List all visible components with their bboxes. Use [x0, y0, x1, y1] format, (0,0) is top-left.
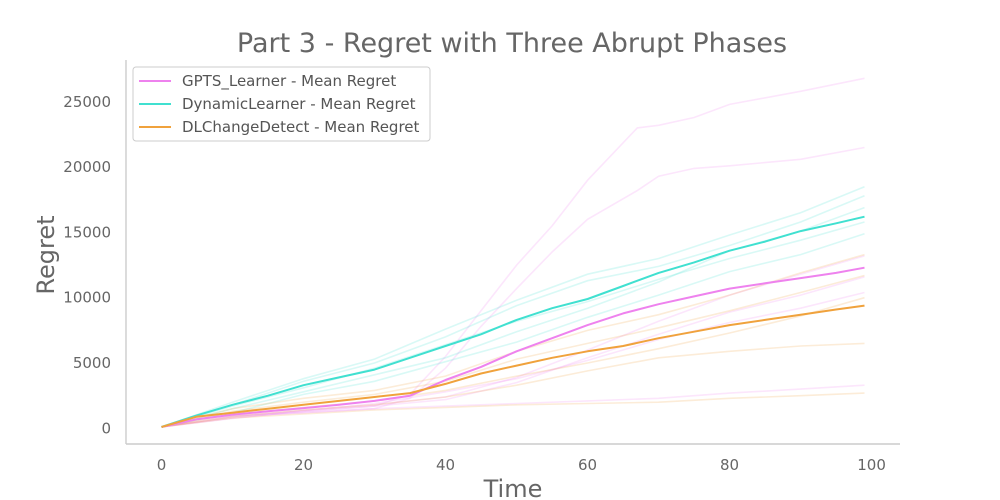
- x-tick-label: 100: [857, 456, 886, 474]
- run-lines-layer: [161, 77, 865, 428]
- x-tick-label: 60: [578, 456, 597, 474]
- series-1-mean-line: [161, 215, 865, 428]
- series-2-run-1-line: [161, 274, 865, 428]
- series-1-run-3-line: [161, 221, 865, 428]
- series-0-run-5-line: [161, 291, 865, 428]
- series-0-run-4-line: [161, 384, 865, 428]
- series-0-run-3-line: [161, 276, 865, 428]
- series-0-run-1-line: [161, 146, 865, 428]
- y-tick-label: 20000: [63, 158, 111, 176]
- legend-label: GPTS_Learner - Mean Regret: [182, 72, 396, 91]
- series-1-run-4-line: [161, 232, 865, 428]
- y-tick-label: 10000: [63, 289, 111, 307]
- y-axis-label: Regret: [32, 215, 60, 294]
- chart-title: Part 3 - Regret with Three Abrupt Phases: [237, 28, 787, 59]
- x-tick-label: 40: [436, 456, 455, 474]
- series-1-run-0-line: [161, 185, 865, 428]
- series-0-mean-line: [161, 266, 865, 428]
- series-0-run-0-line: [161, 77, 865, 428]
- x-axis-label: Time: [483, 475, 543, 500]
- series-2-run-4-line: [161, 392, 865, 428]
- y-tick-label: 25000: [63, 93, 111, 111]
- y-tick-label: 15000: [63, 223, 111, 241]
- y-tick-label: 5000: [73, 354, 111, 372]
- y-ticks: 0 5000 10000 15000 20000 25000: [63, 93, 111, 438]
- legend-label: DynamicLearner - Mean Regret: [182, 95, 416, 113]
- x-tick-label: 0: [157, 456, 167, 474]
- series-0-run-2-line: [161, 255, 865, 428]
- x-ticks: 0 20 40 60 80 100: [157, 456, 886, 474]
- x-tick-label: 80: [720, 456, 739, 474]
- legend-label: DLChangeDetect - Mean Regret: [182, 118, 420, 136]
- y-tick-label: 0: [101, 419, 111, 437]
- legend-box: [132, 66, 431, 142]
- legend: GPTS_Learner - Mean Regret DynamicLearner…: [132, 66, 431, 142]
- mean-lines-layer: [161, 215, 865, 428]
- series-2-run-3-line: [161, 342, 865, 428]
- x-tick-label: 20: [294, 456, 313, 474]
- series-2-mean-line: [161, 304, 865, 428]
- series-1-run-1-line: [161, 195, 865, 428]
